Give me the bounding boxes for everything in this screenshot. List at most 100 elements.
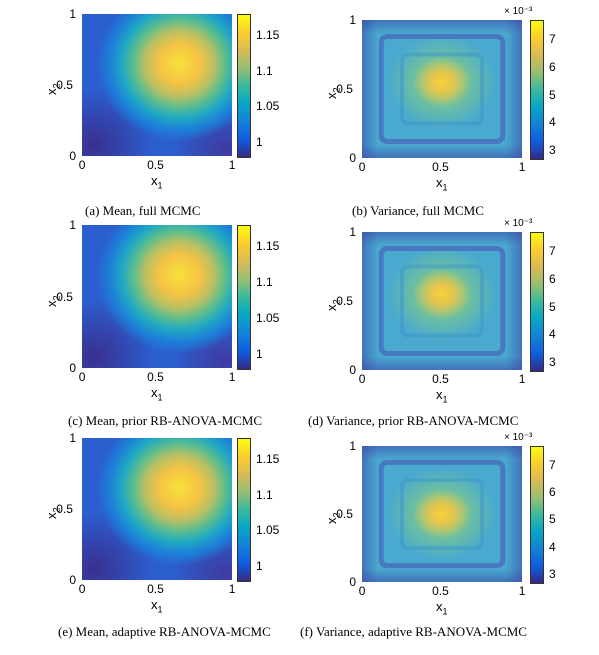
x-tick-label: 0 (358, 160, 366, 174)
colorbar-tick-label: 1.05 (256, 99, 280, 114)
variance-ring-1 (400, 264, 484, 338)
y-tick-label: 0 (349, 575, 357, 589)
heatmap-peak-a (82, 14, 232, 156)
colorbar-tick-label: 7 (549, 244, 556, 259)
colorbar-b (530, 20, 544, 160)
colorbar-tick-label: 1.05 (256, 523, 280, 538)
colorbar-d (530, 232, 544, 372)
y-tick-label: 1 (349, 225, 357, 239)
colorbar-tick-label: 1 (256, 134, 263, 149)
variance-ring-0 (378, 34, 506, 144)
x-tick-label: 0 (358, 584, 366, 598)
y-tick-label: 0 (349, 151, 357, 165)
colorbar-tick-label: 1.05 (256, 310, 280, 325)
y-tick-label: 1 (69, 431, 77, 445)
y-tick-label: 1 (69, 7, 77, 21)
y-tick-label: 0 (69, 149, 77, 163)
y-axis-label: x2 (324, 87, 342, 99)
heatmap-a (82, 14, 232, 156)
colorbar-tick-label: 1.1 (256, 275, 273, 290)
x-tick-label: 0.5 (432, 372, 449, 386)
x-tick-label: 1 (228, 582, 236, 596)
colorbar-tick-label: 1.1 (256, 63, 273, 78)
variance-ring-1 (400, 52, 484, 126)
x-tick-label: 0 (78, 158, 86, 172)
colorbar-tick-label: 6 (549, 271, 556, 286)
y-axis-label: x2 (324, 512, 342, 524)
colorbar-tick-label: 4 (549, 115, 556, 130)
heatmap-e (82, 438, 232, 580)
colorbar-a (237, 14, 251, 158)
colorbar-tick-label: 6 (549, 485, 556, 500)
colorbar-tick-label: 3 (549, 566, 556, 581)
y-tick-label: 0 (69, 573, 77, 587)
colorbar-tick-label: 1 (256, 558, 263, 573)
y-tick-label: 0.5 (336, 507, 353, 521)
colorbar-tick-label: 7 (549, 32, 556, 47)
colorbar-tick-label: 1.1 (256, 487, 273, 502)
colorbar-c (237, 225, 251, 370)
y-axis-label: x2 (44, 294, 62, 307)
colorbar-tick-label: 1 (256, 346, 263, 361)
x-tick-label: 0.5 (147, 370, 164, 384)
y-axis-label: x2 (44, 83, 62, 95)
variance-ring-1 (400, 478, 484, 550)
x-axis-label: x1 (436, 175, 448, 193)
heatmap-b (362, 20, 522, 158)
panel-caption-a: (a) Mean, full MCMC (85, 203, 201, 218)
y-tick-label: 0.5 (56, 289, 73, 304)
y-tick-label: 1 (349, 439, 357, 453)
heatmap-d (362, 232, 522, 370)
x-tick-label: 0.5 (432, 160, 449, 174)
y-tick-label: 0.5 (56, 502, 73, 516)
heatmap-peak-e (82, 438, 232, 580)
heatmap-peak-f (362, 446, 522, 582)
variance-rings-d (378, 246, 506, 356)
x-tick-label: 0 (358, 372, 366, 386)
x-axis-label: x1 (436, 387, 448, 405)
x-tick-label: 0 (78, 370, 86, 384)
colorbar-f (530, 446, 544, 584)
colorbar-tick-label: 3 (549, 354, 556, 369)
x-tick-label: 1 (518, 584, 526, 598)
colorbar-exponent: × 10⁻³ (504, 218, 533, 229)
variance-ring-0 (378, 246, 506, 356)
x-tick-label: 1 (518, 160, 526, 174)
colorbar-tick-label: 3 (549, 142, 556, 157)
heatmap-peak-b (362, 20, 522, 158)
y-tick-label: 1 (349, 13, 357, 27)
colorbar-tick-label: 1.15 (256, 239, 280, 254)
x-axis-label: x1 (151, 597, 163, 615)
heatmap-peak-d (362, 232, 522, 370)
x-axis-label: x1 (151, 385, 163, 403)
variance-rings-b (378, 34, 506, 144)
y-tick-label: 0.5 (56, 78, 73, 92)
panel-caption-f: (f) Variance, adaptive RB-ANOVA-MCMC (300, 624, 527, 639)
colorbar-tick-label: 5 (549, 87, 556, 102)
colorbar-exponent: × 10⁻³ (504, 6, 533, 17)
heatmap-f (362, 446, 522, 582)
colorbar-exponent: × 10⁻³ (504, 432, 533, 443)
y-axis-label: x2 (324, 299, 342, 311)
x-tick-label: 0.5 (432, 584, 449, 598)
y-tick-label: 0 (349, 363, 357, 377)
y-tick-label: 0 (69, 361, 77, 375)
panel-caption-b: (b) Variance, full MCMC (352, 203, 484, 218)
colorbar-tick-label: 7 (549, 458, 556, 473)
colorbar-tick-label: 5 (549, 512, 556, 527)
colorbar-tick-label: 4 (549, 327, 556, 342)
x-tick-label: 0 (78, 582, 86, 596)
colorbar-tick-label: 1.15 (256, 452, 280, 467)
colorbar-e (237, 438, 251, 582)
x-axis-label: x1 (436, 599, 448, 617)
colorbar-tick-label: 1.15 (256, 28, 280, 43)
colorbar-tick-label: 6 (549, 59, 556, 74)
heatmap-peak-c (82, 225, 232, 368)
variance-ring-0 (378, 459, 506, 569)
y-axis-label: x2 (44, 507, 62, 519)
x-tick-label: 0.5 (147, 158, 164, 172)
y-tick-label: 1 (69, 218, 77, 232)
variance-rings-f (378, 459, 506, 569)
y-tick-label: 0.5 (336, 294, 353, 308)
colorbar-tick-label: 4 (549, 539, 556, 554)
